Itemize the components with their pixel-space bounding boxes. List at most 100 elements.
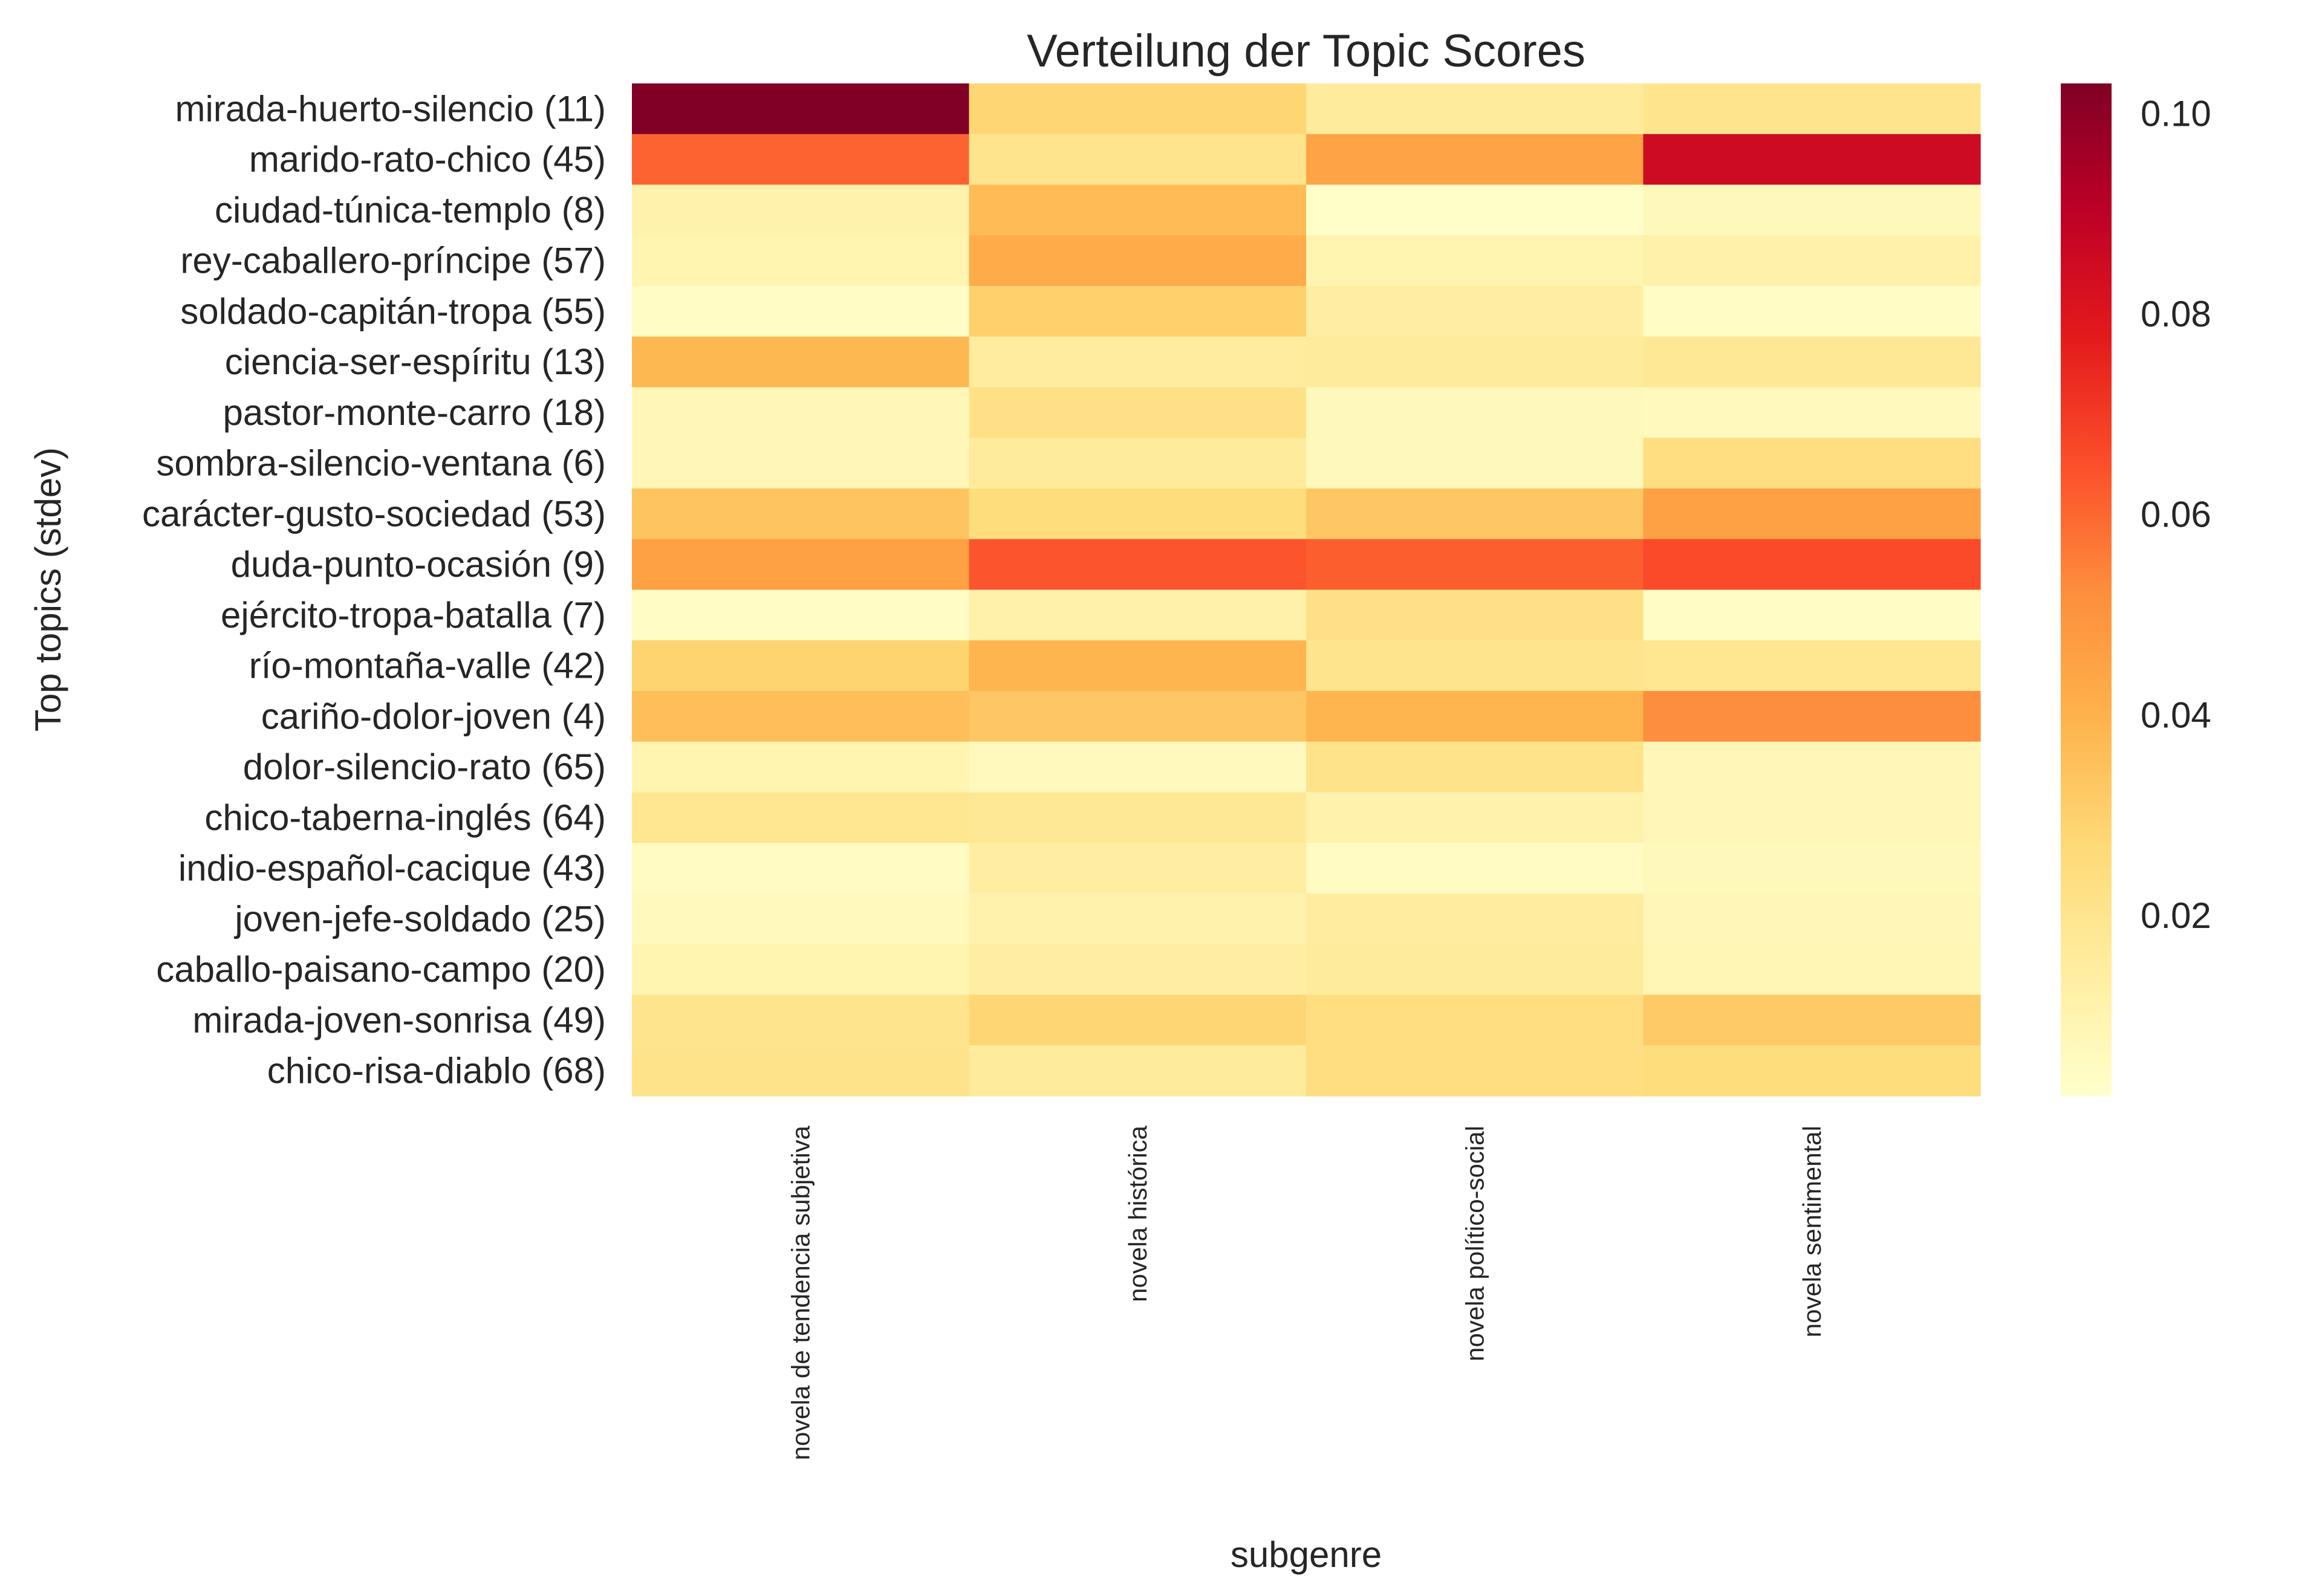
heatmap-cell bbox=[1643, 438, 1981, 489]
heatmap-cell bbox=[969, 894, 1307, 945]
heatmap-cell bbox=[632, 994, 970, 1046]
heatmap-cell bbox=[1643, 589, 1981, 641]
colorbar-tick-label: 0.02 bbox=[2141, 895, 2211, 936]
heatmap-cell bbox=[632, 1045, 970, 1097]
heatmap-cell bbox=[632, 894, 970, 945]
heatmap-cell bbox=[1306, 184, 1644, 236]
row-label: chico-risa-diablo (68) bbox=[267, 1051, 606, 1091]
heatmap-cell bbox=[1306, 235, 1644, 287]
column-label: novela de tendencia subjetiva bbox=[786, 1125, 815, 1460]
heatmap-cell bbox=[1306, 83, 1644, 135]
heatmap-cell bbox=[1643, 894, 1981, 945]
heatmap-cell bbox=[632, 387, 970, 438]
heatmap-cells bbox=[632, 83, 1981, 1097]
heatmap-cell bbox=[1643, 994, 1981, 1046]
row-label: dolor-silencio-rato (65) bbox=[243, 747, 606, 787]
row-label: caballo-paisano-campo (20) bbox=[156, 949, 606, 990]
heatmap-cell bbox=[1643, 184, 1981, 236]
column-label: novela sentimental bbox=[1798, 1126, 1826, 1337]
heatmap-cell bbox=[969, 336, 1307, 388]
heatmap-cell bbox=[632, 944, 970, 996]
row-label: duda-punto-ocasión (9) bbox=[231, 544, 606, 585]
heatmap-cell bbox=[632, 792, 970, 843]
row-label: marido-rato-chico (45) bbox=[249, 139, 606, 180]
heatmap-cell bbox=[969, 387, 1307, 438]
heatmap-cell bbox=[1306, 894, 1644, 945]
row-label: río-montaña-valle (42) bbox=[249, 646, 606, 686]
heatmap-cell bbox=[969, 994, 1307, 1046]
heatmap-cell bbox=[632, 640, 970, 692]
heatmap-cell bbox=[1643, 944, 1981, 996]
heatmap-cell bbox=[1643, 336, 1981, 388]
heatmap-cell bbox=[969, 438, 1307, 489]
column-label: novela histórica bbox=[1124, 1125, 1152, 1302]
heatmap-cell bbox=[632, 184, 970, 236]
heatmap-cell bbox=[969, 843, 1307, 894]
heatmap-cell bbox=[1306, 944, 1644, 996]
heatmap-cell bbox=[1306, 286, 1644, 337]
heatmap-cell bbox=[969, 792, 1307, 843]
heatmap-cell bbox=[632, 134, 970, 186]
row-label: sombra-silencio-ventana (6) bbox=[156, 443, 606, 484]
heatmap-cell bbox=[1643, 539, 1981, 591]
heatmap-cell bbox=[969, 134, 1307, 186]
heatmap-cell bbox=[969, 184, 1307, 236]
row-label: indio-español-cacique (43) bbox=[178, 848, 606, 889]
heatmap-cell bbox=[632, 843, 970, 894]
heatmap-cell bbox=[1306, 336, 1644, 388]
heatmap-cell bbox=[969, 539, 1307, 591]
row-label: mirada-huerto-silencio (11) bbox=[175, 88, 607, 129]
heatmap-cell bbox=[1306, 387, 1644, 438]
heatmap-cell bbox=[1306, 843, 1644, 894]
row-label: soldado-capitán-tropa (55) bbox=[180, 291, 606, 331]
row-label: ejército-tropa-batalla (7) bbox=[221, 595, 606, 635]
heatmap-cell bbox=[1643, 741, 1981, 793]
heatmap-cell bbox=[1306, 691, 1644, 742]
colorbar-tick-label: 0.10 bbox=[2141, 93, 2211, 134]
heatmap-cell bbox=[632, 83, 970, 135]
heatmap-cell bbox=[1306, 488, 1644, 540]
row-label: joven-jefe-soldado (25) bbox=[233, 898, 606, 939]
heatmap-cell bbox=[632, 691, 970, 742]
heatmap-cell bbox=[632, 488, 970, 540]
heatmap-cell bbox=[632, 741, 970, 793]
heatmap-cell bbox=[1306, 539, 1644, 591]
row-label: rey-caballero-príncipe (57) bbox=[180, 241, 606, 281]
heatmap-cell bbox=[1643, 387, 1981, 438]
heatmap-cell bbox=[1643, 1045, 1981, 1097]
heatmap-cell bbox=[1306, 640, 1644, 692]
row-label: chico-taberna-inglés (64) bbox=[204, 797, 606, 838]
heatmap-cell bbox=[1643, 792, 1981, 843]
heatmap-cell bbox=[1643, 488, 1981, 540]
heatmap-cell bbox=[969, 691, 1307, 742]
heatmap-cell bbox=[969, 235, 1307, 287]
heatmap-cell bbox=[969, 83, 1307, 135]
row-label: pastor-monte-carro (18) bbox=[223, 392, 606, 433]
heatmap-cell bbox=[1643, 843, 1981, 894]
colorbar-tick-label: 0.04 bbox=[2141, 695, 2211, 735]
y-axis-label: Top topics (stdev) bbox=[28, 447, 68, 731]
row-label: carácter-gusto-sociedad (53) bbox=[142, 493, 606, 534]
column-labels: novela de tendencia subjetiva novela hist… bbox=[786, 1125, 1826, 1460]
heatmap-cell bbox=[1306, 438, 1644, 489]
heatmap-cell bbox=[632, 336, 970, 388]
heatmap-cell bbox=[969, 944, 1307, 996]
heatmap-cell bbox=[632, 539, 970, 591]
row-label: cariño-dolor-joven (4) bbox=[261, 696, 606, 736]
heatmap-cell bbox=[969, 589, 1307, 641]
row-label: ciudad-túnica-templo (8) bbox=[215, 190, 606, 230]
heatmap-cell bbox=[1306, 994, 1644, 1046]
heatmap-cell bbox=[632, 235, 970, 287]
heatmap-cell bbox=[1643, 134, 1981, 186]
heatmap-cell bbox=[1306, 134, 1644, 186]
heatmap-cell bbox=[1643, 235, 1981, 287]
x-axis-label: subgenre bbox=[1231, 1534, 1382, 1575]
row-label: mirada-joven-sonrisa (49) bbox=[192, 1000, 606, 1040]
heatmap-cell bbox=[969, 741, 1307, 793]
row-label: ciencia-ser-espíritu (13) bbox=[225, 342, 606, 382]
heatmap-cell bbox=[632, 589, 970, 641]
heatmap-cell bbox=[1643, 286, 1981, 337]
heatmap-cell bbox=[1643, 640, 1981, 692]
colorbar-ticks: 0.02 0.04 0.06 0.08 0.10 bbox=[2141, 93, 2211, 936]
heatmap-cell bbox=[969, 286, 1307, 337]
